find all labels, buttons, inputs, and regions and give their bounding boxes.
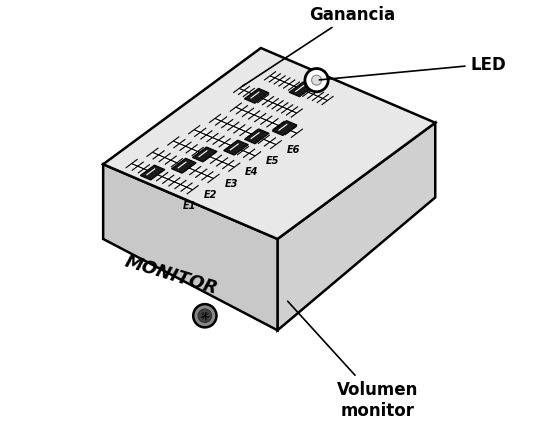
Circle shape xyxy=(305,69,328,92)
Polygon shape xyxy=(278,123,435,331)
Text: Ganancia: Ganancia xyxy=(241,6,395,88)
Circle shape xyxy=(193,304,216,328)
Polygon shape xyxy=(245,129,269,144)
Text: E4: E4 xyxy=(245,167,259,177)
Circle shape xyxy=(311,76,321,86)
Text: LED: LED xyxy=(319,56,506,81)
Text: E6: E6 xyxy=(287,144,300,154)
Text: E2: E2 xyxy=(204,190,217,200)
Text: E5: E5 xyxy=(266,156,279,166)
Text: Volumen
monitor: Volumen monitor xyxy=(287,301,418,419)
Text: E3: E3 xyxy=(224,178,238,188)
Polygon shape xyxy=(193,147,217,163)
Text: MONITOR: MONITOR xyxy=(123,252,220,297)
Polygon shape xyxy=(140,166,165,181)
Text: E1: E1 xyxy=(183,201,196,211)
Polygon shape xyxy=(244,89,269,104)
Polygon shape xyxy=(103,165,278,331)
Circle shape xyxy=(198,310,211,322)
Polygon shape xyxy=(224,141,248,156)
Polygon shape xyxy=(103,49,435,240)
Polygon shape xyxy=(171,159,196,174)
Polygon shape xyxy=(289,83,314,98)
Polygon shape xyxy=(273,121,297,136)
